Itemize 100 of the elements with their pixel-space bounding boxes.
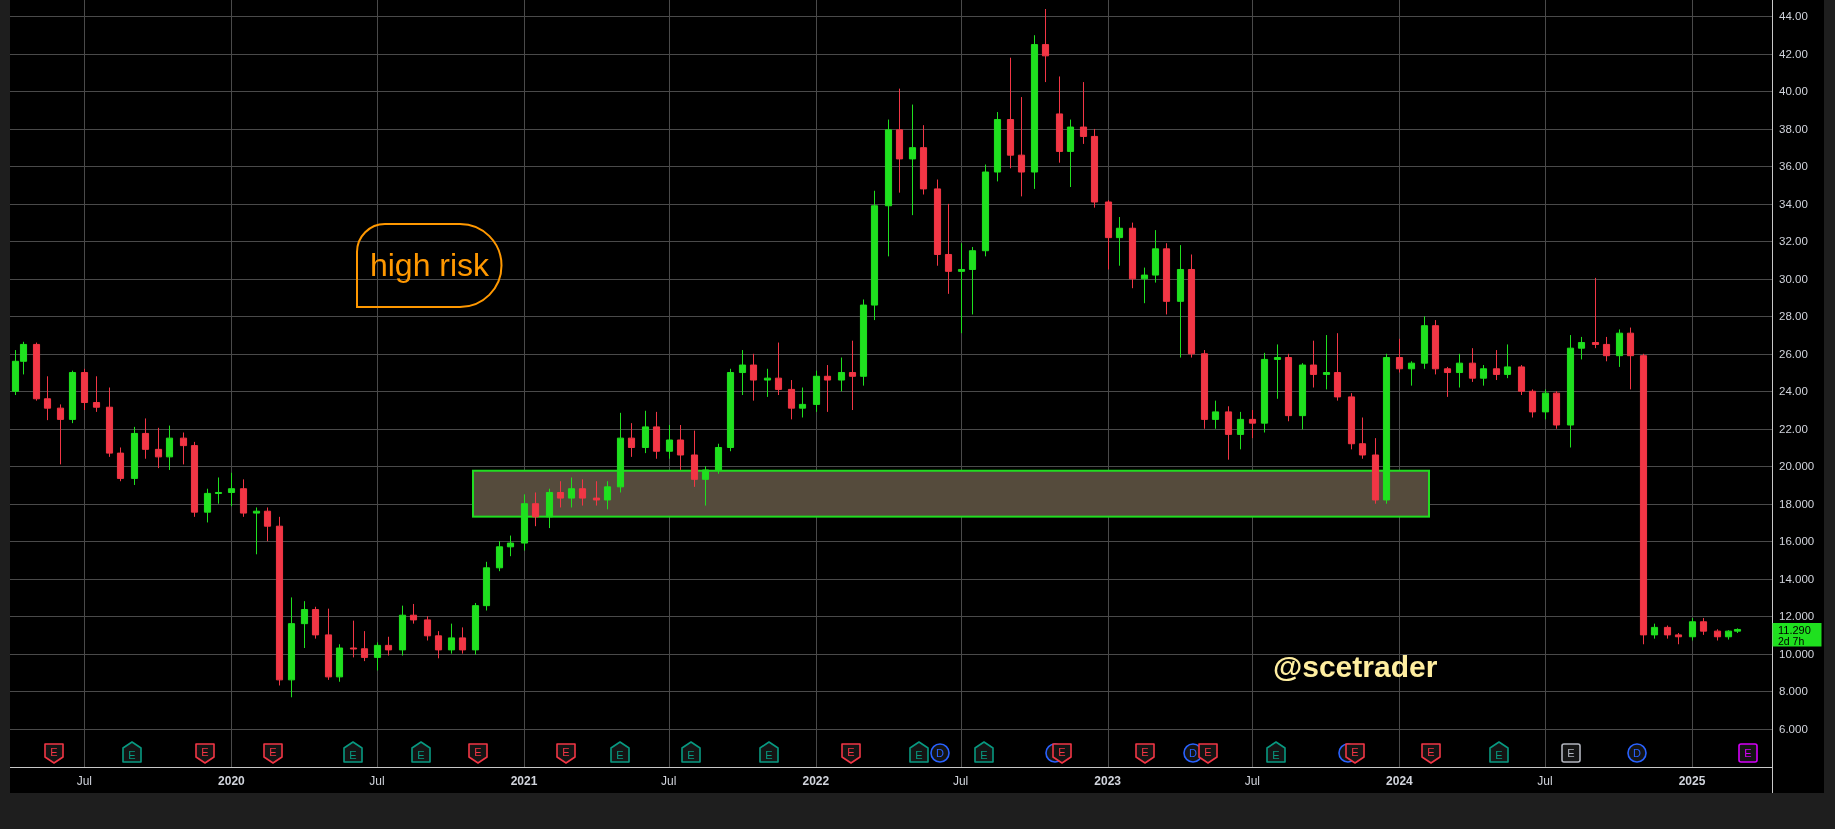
annotation: D xyxy=(1633,747,1642,759)
x-tick-label: 2023 xyxy=(1094,774,1122,788)
candlestick xyxy=(1066,119,1075,188)
y-tick-label: 38.00 xyxy=(1779,122,1808,135)
candlestick xyxy=(738,349,747,396)
candlestick xyxy=(1688,617,1697,642)
candlestick xyxy=(1395,338,1404,374)
candlestick xyxy=(141,417,150,460)
annotation: E xyxy=(1567,747,1575,759)
candlestick xyxy=(592,480,601,507)
y-tick-label: 26.00 xyxy=(1779,347,1808,360)
x-tick-label: Jul xyxy=(76,774,93,788)
candlestick xyxy=(1503,343,1512,379)
candlestick xyxy=(275,516,284,686)
y-tick-label: 30.00 xyxy=(1779,272,1808,285)
candlestick xyxy=(749,353,758,402)
x-tick-label: Jul xyxy=(1244,774,1261,788)
candlestick xyxy=(1284,353,1293,422)
candlestick xyxy=(116,446,125,482)
candlestick xyxy=(1162,242,1171,315)
annotation: E xyxy=(915,748,923,761)
annotation: @scetrader xyxy=(1273,650,1438,683)
candlestick xyxy=(1577,336,1586,360)
candlestick xyxy=(1090,128,1099,209)
candlestick xyxy=(933,179,942,267)
annotation: E xyxy=(1744,747,1752,759)
candlestick xyxy=(239,478,248,518)
candlestick xyxy=(1371,437,1380,505)
candlestick xyxy=(92,375,101,413)
candlestick xyxy=(1055,75,1064,164)
annotation: high risk xyxy=(369,247,491,283)
annotation: E xyxy=(50,746,58,758)
candlestick xyxy=(1187,253,1196,359)
y-tick-label: 10.000 xyxy=(1779,647,1815,660)
candlestick xyxy=(335,643,344,683)
candlestick xyxy=(423,615,432,642)
candlestick xyxy=(179,432,188,465)
candlestick xyxy=(1528,388,1537,419)
candlestick xyxy=(1650,623,1659,640)
candlestick xyxy=(324,608,333,681)
candlestick xyxy=(203,488,212,523)
y-tick-label: 14.000 xyxy=(1779,572,1815,585)
x-tick-label: 2025 xyxy=(1678,774,1706,788)
candlestick xyxy=(1273,343,1282,400)
candlestick xyxy=(919,124,928,196)
candlestick xyxy=(130,426,139,486)
candlestick xyxy=(531,491,540,527)
y-tick-label: 22.00 xyxy=(1779,422,1808,435)
annotation: E xyxy=(980,748,988,761)
annotation: E xyxy=(562,746,570,758)
candlestick xyxy=(252,506,261,555)
candlestick xyxy=(1358,417,1367,460)
candlestick xyxy=(409,603,418,625)
annotation: E xyxy=(1427,746,1435,758)
candlestick xyxy=(105,387,114,458)
y-tick-label: 24.00 xyxy=(1779,385,1808,398)
candlestick xyxy=(1713,628,1722,642)
annotation: E xyxy=(616,748,624,761)
candlestick xyxy=(1674,632,1683,645)
candlestick xyxy=(726,368,735,452)
y-tick-label: 16.000 xyxy=(1779,535,1815,548)
candlestick xyxy=(311,606,320,640)
candlestick xyxy=(471,602,480,656)
x-tick-label: 2021 xyxy=(510,774,538,788)
candlestick xyxy=(300,600,309,649)
candlestick xyxy=(944,203,953,295)
candlestick xyxy=(1541,388,1550,420)
candlestick xyxy=(798,387,807,419)
y-tick-label: 36.00 xyxy=(1779,160,1808,173)
candlestick xyxy=(80,368,89,411)
x-tick-label: 2022 xyxy=(802,774,830,788)
candlestick xyxy=(1333,332,1342,402)
candlestick xyxy=(567,476,576,508)
candlestick xyxy=(774,342,783,396)
y-tick-label: 18.000 xyxy=(1779,497,1815,510)
annotation: E xyxy=(847,746,855,758)
candlestick xyxy=(68,370,77,424)
candlestick xyxy=(1615,328,1624,368)
candlestick xyxy=(870,190,879,321)
x-tick-label: Jul xyxy=(952,774,969,788)
candlestick xyxy=(627,422,636,458)
x-tick-label: 2020 xyxy=(218,774,246,788)
candlestick xyxy=(154,427,163,469)
candlestick xyxy=(506,535,515,557)
candlestick xyxy=(957,242,966,334)
candlestick xyxy=(1517,364,1526,396)
candlestick xyxy=(1309,340,1318,389)
candlestick xyxy=(1079,81,1088,145)
candlestick xyxy=(1236,411,1245,450)
candlestick xyxy=(652,411,661,460)
annotation: E xyxy=(765,748,773,761)
candlestick xyxy=(398,605,407,656)
candlestick xyxy=(190,441,199,518)
text: 11.290 xyxy=(1778,623,1811,636)
candlestick xyxy=(32,342,41,402)
candlestick xyxy=(482,561,491,612)
y-tick-label: 28.00 xyxy=(1779,310,1808,323)
candlestick xyxy=(263,506,272,542)
candlestick xyxy=(1006,57,1015,169)
candlestick xyxy=(1407,360,1416,387)
